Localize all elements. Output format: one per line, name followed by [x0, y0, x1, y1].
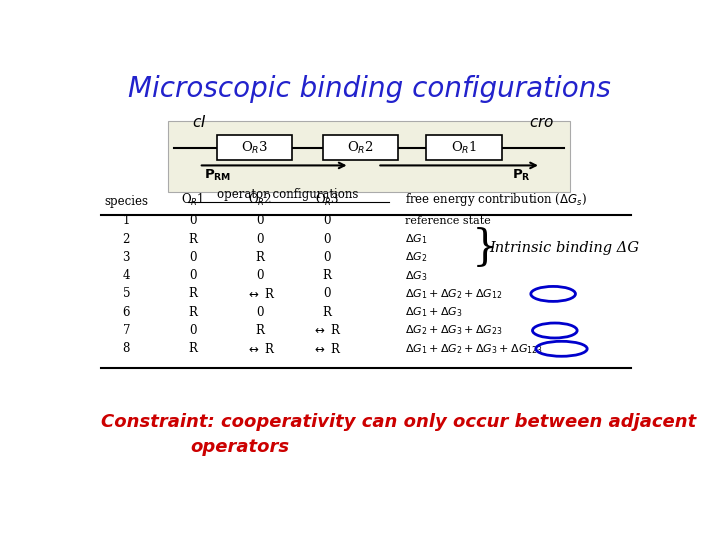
Text: $cro$: $cro$: [529, 116, 554, 130]
FancyBboxPatch shape: [217, 136, 292, 160]
Text: }: }: [472, 227, 499, 269]
Text: $\Delta G_2$: $\Delta G_2$: [405, 251, 428, 264]
Text: R: R: [256, 324, 265, 337]
Text: 3: 3: [122, 251, 130, 264]
Text: R: R: [323, 269, 332, 282]
Text: Microscopic binding configurations: Microscopic binding configurations: [127, 75, 611, 103]
Text: reference state: reference state: [405, 215, 491, 226]
Text: $\Delta G_1 + \Delta G_3$: $\Delta G_1 + \Delta G_3$: [405, 305, 463, 319]
Text: 7: 7: [122, 324, 130, 337]
FancyBboxPatch shape: [168, 121, 570, 192]
Text: R: R: [323, 306, 332, 319]
Text: 0: 0: [323, 214, 331, 227]
Text: 0: 0: [256, 233, 264, 246]
Text: operator configurations: operator configurations: [217, 188, 359, 201]
Text: $\Delta G_1 + \Delta G_2 + \Delta G_3 + \Delta G_{123}$: $\Delta G_1 + \Delta G_2 + \Delta G_3 + …: [405, 342, 543, 356]
Text: $\Delta G_1$: $\Delta G_1$: [405, 232, 428, 246]
Text: R: R: [189, 342, 198, 355]
Text: 6: 6: [122, 306, 130, 319]
Text: $cI$: $cI$: [192, 114, 206, 130]
Text: R: R: [189, 306, 198, 319]
Text: $\leftrightarrow$ R: $\leftrightarrow$ R: [246, 342, 275, 356]
Text: 0: 0: [256, 214, 264, 227]
Text: $\leftrightarrow$ R: $\leftrightarrow$ R: [312, 342, 342, 356]
Text: R: R: [256, 251, 265, 264]
Text: 0: 0: [189, 251, 197, 264]
Text: O$_R$1: O$_R$1: [181, 192, 205, 208]
Text: 0: 0: [189, 269, 197, 282]
Text: $\Delta G_3$: $\Delta G_3$: [405, 269, 428, 282]
Text: 8: 8: [122, 342, 130, 355]
Text: O$_R$3: O$_R$3: [241, 139, 269, 156]
Text: R: R: [189, 287, 198, 300]
Text: 0: 0: [323, 233, 331, 246]
Text: 2: 2: [122, 233, 130, 246]
Text: 0: 0: [189, 214, 197, 227]
Text: operators: operators: [190, 437, 289, 456]
Text: O$_R$2: O$_R$2: [248, 192, 272, 208]
Text: 0: 0: [189, 324, 197, 337]
Text: 0: 0: [256, 306, 264, 319]
Text: R: R: [189, 233, 198, 246]
FancyBboxPatch shape: [426, 136, 502, 160]
Text: $\Delta G_2 + \Delta G_3 + \Delta G_{23}$: $\Delta G_2 + \Delta G_3 + \Delta G_{23}…: [405, 323, 503, 338]
Text: O$_R$1: O$_R$1: [451, 139, 477, 156]
Text: $\leftrightarrow$ R: $\leftrightarrow$ R: [312, 323, 342, 338]
Text: $\mathbf{P_{RM}}$: $\mathbf{P_{RM}}$: [204, 167, 232, 183]
Text: 0: 0: [323, 287, 331, 300]
Text: $\Delta G_1 + \Delta G_2 + \Delta G_{12}$: $\Delta G_1 + \Delta G_2 + \Delta G_{12}…: [405, 287, 503, 301]
Text: Intrinsic binding ΔG: Intrinsic binding ΔG: [489, 241, 639, 255]
Text: free energy contribution ($\Delta G_s$): free energy contribution ($\Delta G_s$): [405, 191, 588, 208]
Text: O$_R$3: O$_R$3: [315, 192, 339, 208]
Text: 4: 4: [122, 269, 130, 282]
Text: 5: 5: [122, 287, 130, 300]
Text: species: species: [104, 195, 148, 208]
Text: 0: 0: [256, 269, 264, 282]
Text: Constraint: cooperativity can only occur between adjacent: Constraint: cooperativity can only occur…: [101, 413, 696, 431]
Text: $\mathbf{P_R}$: $\mathbf{P_R}$: [512, 167, 531, 183]
Text: O$_R$2: O$_R$2: [347, 139, 374, 156]
Text: 0: 0: [323, 251, 331, 264]
Text: 1: 1: [122, 214, 130, 227]
Text: $\leftrightarrow$ R: $\leftrightarrow$ R: [246, 287, 275, 301]
FancyBboxPatch shape: [323, 136, 398, 160]
